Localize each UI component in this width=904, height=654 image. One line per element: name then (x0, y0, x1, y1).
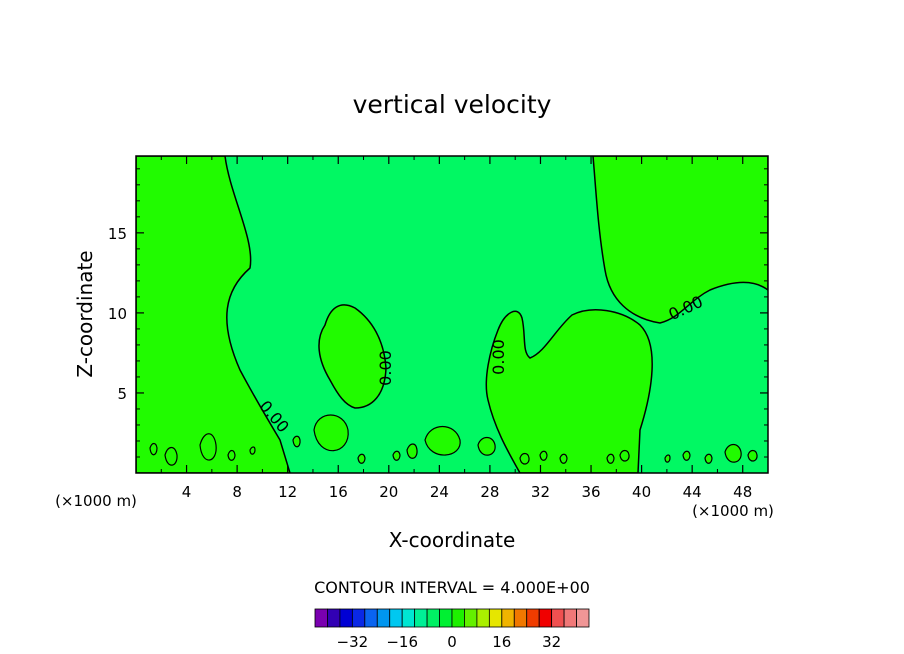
colorbar-cell (389, 608, 403, 628)
surface-cell (724, 443, 742, 463)
surface-cell (149, 442, 158, 456)
colorbar-tick-label: −16 (386, 633, 418, 651)
surface-cell (227, 449, 236, 461)
contour-interval-text: CONTOUR INTERVAL = 4.000E+00 (314, 578, 590, 597)
colorbar-cell (364, 608, 378, 628)
x-axis-label: X-coordinate (389, 528, 516, 552)
positive-region-top-right (592, 156, 768, 324)
positive-region-right-center (485, 309, 653, 473)
colorbar-cell (576, 608, 590, 628)
colorbar-cell (538, 608, 553, 628)
colorbar-cell (327, 608, 341, 628)
x-tick-label: 20 (379, 483, 398, 501)
contour-label: 0.00 (376, 350, 395, 386)
surface-cell (619, 449, 630, 462)
colorbar-cell (314, 608, 328, 628)
colorbar-cell (563, 608, 577, 628)
x-tick-label: 28 (480, 483, 499, 501)
positive-region-left (136, 156, 291, 473)
colorbar (314, 608, 590, 628)
surface-cell (424, 425, 461, 456)
y-tick-label: 10 (108, 305, 127, 323)
x-tick-label: 36 (581, 483, 600, 501)
surface-cell (664, 454, 671, 463)
surface-cell (357, 453, 366, 464)
colorbar-tick-label: 16 (492, 633, 511, 651)
surface-cell (747, 449, 758, 462)
positive-region-center (318, 304, 387, 409)
colorbar-cell (401, 608, 416, 628)
surface-cell (519, 452, 530, 465)
x-tick-label: 8 (232, 483, 242, 501)
contour-label: 0.00 (489, 339, 508, 375)
surface-cell (164, 446, 178, 466)
colorbar-cell (526, 608, 540, 628)
surface-cell (682, 450, 691, 461)
surface-cell (559, 453, 568, 464)
surface-cell (292, 435, 301, 448)
colorbar-cell (439, 608, 453, 628)
colorbar-cell (376, 608, 391, 628)
surface-cells (149, 414, 758, 466)
x-unit-left: (×1000 m) (55, 492, 137, 510)
colorbar-cell (451, 608, 465, 628)
colorbar-cell (426, 608, 440, 628)
surface-cell (406, 443, 418, 459)
colorbar-cell (351, 608, 366, 628)
x-tick-label: 44 (683, 483, 702, 501)
colorbar-tick-label: 32 (542, 633, 561, 651)
x-tick-label: 40 (632, 483, 651, 501)
colorbar-cell (551, 608, 565, 628)
colorbar-cell (513, 608, 528, 628)
colorbar-tick-labels: −32 −16 0 16 32 (337, 633, 562, 651)
x-tick-label: 48 (733, 483, 752, 501)
surface-cell (606, 453, 615, 464)
x-tick-label: 12 (278, 483, 297, 501)
x-tick-label: 16 (329, 483, 348, 501)
colorbar-cell (501, 608, 515, 628)
colorbar-cell (476, 608, 490, 628)
colorbar-tick-label: 0 (447, 633, 457, 651)
colorbar-cell (464, 608, 478, 628)
surface-cell (539, 450, 548, 461)
surface-cell (477, 436, 496, 456)
x-tick-label: 24 (430, 483, 449, 501)
surface-cell (392, 450, 401, 461)
colorbar-cell (339, 608, 353, 628)
x-tick-label: 4 (182, 483, 192, 501)
plot-frame (135, 155, 769, 474)
surface-cell (249, 446, 256, 455)
y-axis-ticks: 5 10 15 (108, 168, 768, 458)
colorbar-cell (488, 608, 503, 628)
x-unit-right: (×1000 m) (692, 502, 774, 520)
y-tick-label: 15 (108, 225, 127, 243)
chart-title: vertical velocity (353, 90, 552, 119)
surface-cell (313, 414, 349, 452)
colorbar-cell (414, 608, 428, 628)
y-tick-label: 5 (117, 385, 127, 403)
x-axis-ticks: 4 8 12 16 20 24 28 32 36 40 44 48 (160, 156, 752, 501)
surface-cell (199, 433, 217, 461)
plot-fields (136, 156, 768, 473)
colorbar-tick-label: −32 (337, 633, 369, 651)
x-tick-label: 32 (531, 483, 550, 501)
surface-cell (704, 453, 713, 464)
y-axis-label: Z-coordinate (73, 250, 97, 377)
